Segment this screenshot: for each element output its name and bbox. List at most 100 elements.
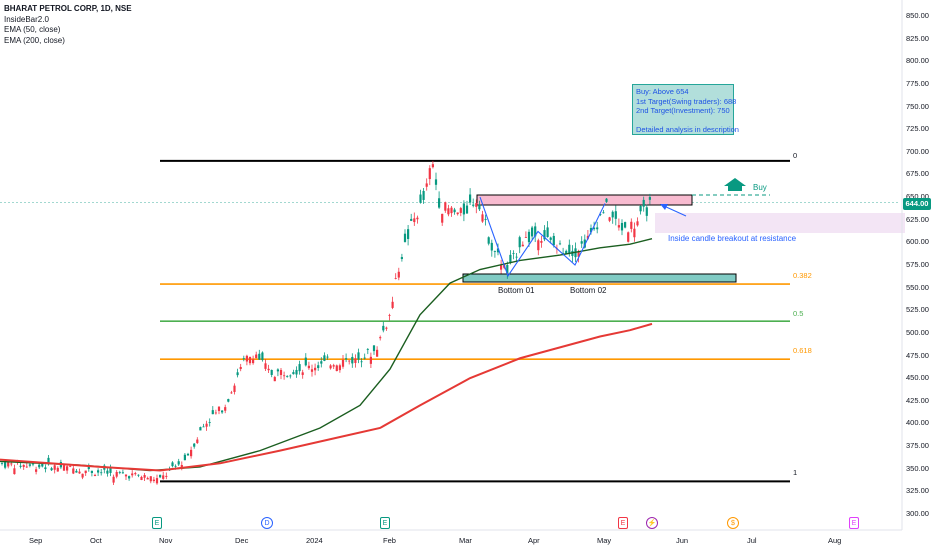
candle-body [515,256,518,258]
indicator-insidebar[interactable]: InsideBar2.0 [4,14,49,24]
candle-body [261,352,264,361]
time-tick-label: Nov [159,536,173,545]
candle-body [472,204,475,206]
candle-body [348,360,351,362]
candle-body [469,194,472,203]
candle-body [4,462,7,468]
candle-body [292,372,295,375]
bottom-02-label: Bottom 02 [570,286,607,295]
earnings-icon[interactable]: E [380,517,390,529]
candle-body [236,372,239,376]
candle-body [115,471,118,477]
candle-body [276,369,279,372]
indicator-ema50[interactable]: EMA (50, close) [4,25,61,34]
candle-body [149,476,152,482]
note-line: Buy: Above 654 [636,87,689,96]
candle-body [174,465,177,467]
indicator-ema200[interactable]: EMA (200, close) [4,35,65,45]
trade-note[interactable]: Buy: Above 654 1st Target(Swing traders)… [632,84,739,135]
candle-body [403,233,407,242]
candle-body [31,463,35,465]
price-tick-label: 700.00 [906,146,929,156]
candle-body [199,427,202,431]
candle-body [620,222,624,231]
candle-body [230,392,233,394]
candle-body [484,218,487,220]
candle-body [13,468,16,475]
candle-body [645,207,648,216]
candle-body [258,353,261,360]
fib-label-05: 0.5 [793,309,804,318]
candle-body [177,461,180,465]
candle-body [310,369,314,372]
note-line: 2nd Target(Investment): 750 [636,106,730,115]
candle-body [0,463,4,464]
candle-body [171,462,174,467]
candle-body [642,199,645,207]
candle-body [22,464,25,467]
candle-body [627,232,630,242]
symbol-title[interactable]: BHARAT PETROL CORP, 1D, NSE [4,4,132,13]
candle-body [66,466,69,471]
candle-body [543,230,546,240]
earnings-icon[interactable]: E [618,517,628,529]
price-tick-label: 400.00 [906,418,929,428]
candle-body [565,250,568,254]
price-tick-label: 500.00 [906,327,929,337]
candle-body [152,479,155,481]
candle-body [500,265,503,270]
candle-body [270,369,273,375]
candle-body [605,198,608,202]
time-tick-label: Feb [383,536,396,545]
candle-body [540,240,543,243]
time-tick-label: Dec [235,536,249,545]
candle-body [636,221,639,226]
candle-body [323,355,326,361]
candle-body [369,356,372,364]
candle-body [214,412,217,414]
candle-body [140,476,143,480]
candle-body [208,422,211,423]
candle-body [38,464,41,468]
candle-body [146,478,149,480]
earnings-icon[interactable]: E [152,517,162,529]
candle-body [162,475,165,479]
dividend-icon[interactable]: D [261,517,273,529]
price-tick-label: 575.00 [906,260,929,269]
candle-body [10,463,13,465]
buy-arrow-icon [724,178,746,191]
candle-body [444,202,447,211]
candle-body [128,476,131,479]
dividend-icon[interactable]: $ [727,517,739,529]
chart-legend: BHARAT PETROL CORP, 1D, NSE InsideBar2.0… [4,4,132,46]
candle-body [385,327,388,329]
earnings-icon[interactable]: E [849,517,859,529]
candle-body [465,205,469,214]
candle-body [72,468,75,474]
candle-body [379,337,382,339]
candle-body [431,164,434,168]
split-icon[interactable]: ⚡ [646,517,658,529]
price-tick-label: 325.00 [906,486,929,496]
candle-body [413,218,416,223]
candle-body [388,314,391,316]
candle-body [481,214,484,222]
candle-body [453,209,456,213]
candle-body [211,410,214,415]
candle-body [599,214,602,215]
candle-body [509,254,512,263]
candle-body [97,470,100,473]
bottom-01-label: Bottom 01 [498,286,535,295]
candle-body [87,466,90,470]
candle-body [490,242,493,251]
price-tick-label: 300.00 [906,509,929,518]
candle-body [255,354,258,359]
candle-body [419,194,422,203]
candle-body [56,467,59,472]
price-tick-label: 350.00 [906,463,929,473]
candle-body [633,228,636,238]
candle-body [391,301,394,308]
candle-body [7,462,10,467]
